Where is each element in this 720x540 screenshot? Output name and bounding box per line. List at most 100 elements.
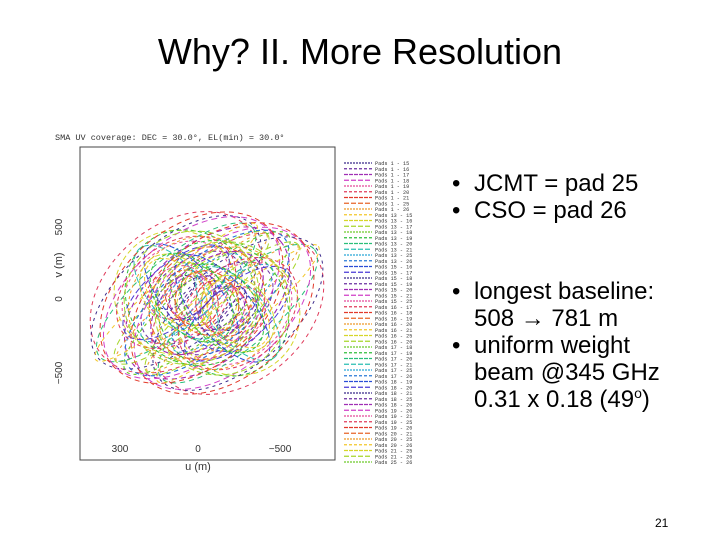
uv-track (133, 244, 219, 340)
legend-label: Pads 18 - 20 (375, 385, 412, 391)
beam-line-3: 0.31 x 0.18 (49 (474, 386, 635, 413)
uv-track (140, 253, 243, 343)
legend-label: Pads 20 - 26 (375, 443, 412, 449)
legend-label: Pads 15 - 21 (375, 293, 412, 299)
legend-label: Pads 16 - 17 (375, 305, 412, 311)
uv-track (164, 269, 219, 326)
y-tick-label: 500 (54, 218, 65, 235)
legend-label: Pads 21 - 25 (375, 449, 412, 455)
uv-track (130, 222, 315, 395)
uv-track (177, 257, 298, 371)
legend-label: Pads 18 - 25 (375, 397, 412, 403)
legend-label: Pads 17 - 18 (375, 345, 412, 351)
legend-label: Pads 15 - 19 (375, 282, 412, 288)
uv-track (89, 211, 263, 374)
uv-track (151, 232, 325, 395)
legend-label: Pads 18 - 21 (375, 391, 412, 397)
uv-track (99, 211, 284, 384)
uv-track (146, 243, 299, 373)
legend-label: Pads 16 - 26 (375, 339, 412, 345)
uv-track (113, 229, 239, 355)
legend-label: Pads 16 - 20 (375, 322, 412, 328)
legend-label: Pads 16 - 18 (375, 311, 412, 317)
baseline-line-1: longest baseline: (474, 278, 655, 305)
legend-label: Pads 1 - 20 (375, 190, 409, 196)
legend-label: Pads 1 - 25 (375, 201, 409, 207)
uv-track (197, 285, 248, 331)
degree-superscript: o (634, 385, 642, 401)
uv-track (127, 235, 256, 360)
beam-line-3-end: ) (641, 386, 650, 413)
x-tick-label: −500 (269, 444, 292, 455)
beam-line-2: beam @345 GHz (474, 359, 660, 386)
legend-label: Pads 17 - 26 (375, 374, 412, 380)
uv-track (115, 233, 268, 363)
bullet-list: JCMT = pad 25 CSO = pad 26 longest basel… (448, 170, 713, 413)
bullet-jcmt: JCMT = pad 25 (448, 170, 713, 197)
uv-track (174, 270, 240, 336)
legend-label: Pads 16 - 21 (375, 328, 412, 334)
slide-number: 21 (655, 516, 669, 530)
legend-label: Pads 19 - 26 (375, 426, 412, 432)
legend-label: Pads 15 - 18 (375, 276, 412, 282)
legend-label: Pads 19 - 21 (375, 414, 412, 420)
beam-line-1: uniform weight (474, 332, 631, 359)
uv-track (152, 236, 324, 391)
legend-label: Pads 13 - 25 (375, 253, 412, 259)
uv-tracks (89, 211, 325, 395)
legend-label: Pads 17 - 20 (375, 357, 412, 363)
legend-label: Pads 13 - 17 (375, 224, 412, 230)
uv-track (124, 226, 290, 380)
uv-track (149, 252, 234, 343)
legend-label: Pads 17 - 21 (375, 362, 412, 368)
uv-track (116, 235, 237, 349)
uv-track (209, 286, 267, 341)
legend-label: Pads 1 - 15 (375, 161, 409, 167)
legend-label: Pads 1 - 21 (375, 196, 409, 202)
legend-label: Pads 17 - 25 (375, 368, 412, 374)
plot-header: SMA UV coverage: DEC = 30.0°, EL(min) = … (55, 133, 285, 143)
legend-label: Pads 20 - 25 (375, 437, 412, 443)
y-tick-label: 0 (54, 296, 65, 302)
legend-label: Pads 20 - 21 (375, 431, 412, 437)
x-axis-label: u (m) (185, 461, 211, 473)
legend-label: Pads 15 - 16 (375, 265, 412, 271)
bullet-beam: uniform weight beam @345 GHz 0.31 x 0.18… (448, 332, 713, 413)
x-tick-label: 300 (112, 444, 129, 455)
legend-label: Pads 15 - 25 (375, 299, 412, 305)
uv-track (180, 263, 265, 354)
uv-track (169, 262, 245, 344)
uv-track (200, 274, 275, 353)
legend-label: Pads 1 - 26 (375, 207, 409, 213)
plot-frame (79, 146, 336, 461)
y-tick-label: −500 (54, 361, 65, 384)
uv-track (124, 229, 259, 366)
uv-track (154, 241, 291, 376)
uv-track (144, 241, 301, 376)
legend-label: Pads 18 - 26 (375, 403, 412, 409)
x-tick-label: 0 (195, 444, 201, 455)
y-axis-label: v (m) (53, 252, 65, 277)
uv-track (123, 231, 291, 375)
legend-label: Pads 16 - 25 (375, 334, 412, 340)
baseline-line-2: 508 → 781 m (474, 305, 619, 332)
uv-track (156, 244, 320, 384)
bullet-cso: CSO = pad 26 (448, 197, 713, 224)
uv-track (174, 254, 271, 363)
uv-track (122, 244, 230, 341)
legend-label: Pads 15 - 17 (375, 270, 412, 276)
uv-track (158, 246, 287, 371)
legend-label: Pads 21 - 26 (375, 454, 412, 460)
legend-label: Pads 13 - 18 (375, 230, 412, 236)
uv-track (90, 215, 262, 370)
legend-label: Pads 13 - 15 (375, 213, 412, 219)
legend-label: Pads 19 - 25 (375, 420, 412, 426)
uv-track (150, 251, 264, 355)
legend-label: Pads 1 - 16 (375, 167, 409, 173)
uv-track (171, 261, 274, 356)
uv-track (123, 230, 260, 365)
legend-label: Pads 17 - 19 (375, 351, 412, 357)
legend-label: Pads 13 - 20 (375, 242, 412, 248)
bullet-baseline: longest baseline: 508 → 781 m (448, 278, 713, 332)
